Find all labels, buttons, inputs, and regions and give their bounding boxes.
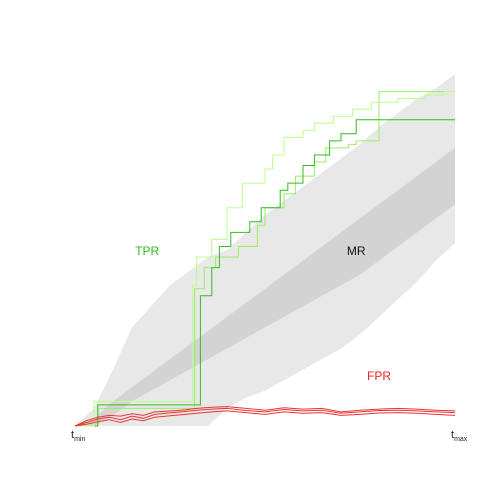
series-lines <box>74 91 456 427</box>
annotation-fpr: FPR <box>367 369 391 383</box>
x-tick-labels: tmin tmax <box>71 429 468 443</box>
series-line-5 <box>74 410 456 427</box>
annotation-mr: MR <box>347 244 366 258</box>
annotation-tpr: TPR <box>135 244 159 258</box>
band-0 <box>75 74 455 426</box>
series-line-4 <box>74 407 456 427</box>
x-tick-label-0: tmin <box>71 429 85 443</box>
series-line-2 <box>75 91 455 427</box>
series-line-3 <box>74 406 456 427</box>
x-tick-label-1: tmax <box>451 429 468 443</box>
series-line-1 <box>75 119 455 427</box>
annotations: TPR MR FPR <box>135 244 391 383</box>
confidence-bands <box>75 74 455 426</box>
